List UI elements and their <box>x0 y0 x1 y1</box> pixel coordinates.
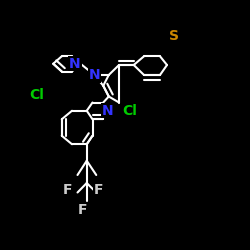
Text: Cl: Cl <box>29 88 44 102</box>
Text: F: F <box>62 184 72 198</box>
Text: N: N <box>89 68 100 82</box>
Text: Cl: Cl <box>122 104 138 118</box>
Text: N: N <box>102 104 113 118</box>
Text: N: N <box>69 57 81 71</box>
Text: F: F <box>78 202 87 216</box>
Text: S: S <box>169 29 179 43</box>
Text: F: F <box>94 184 104 198</box>
